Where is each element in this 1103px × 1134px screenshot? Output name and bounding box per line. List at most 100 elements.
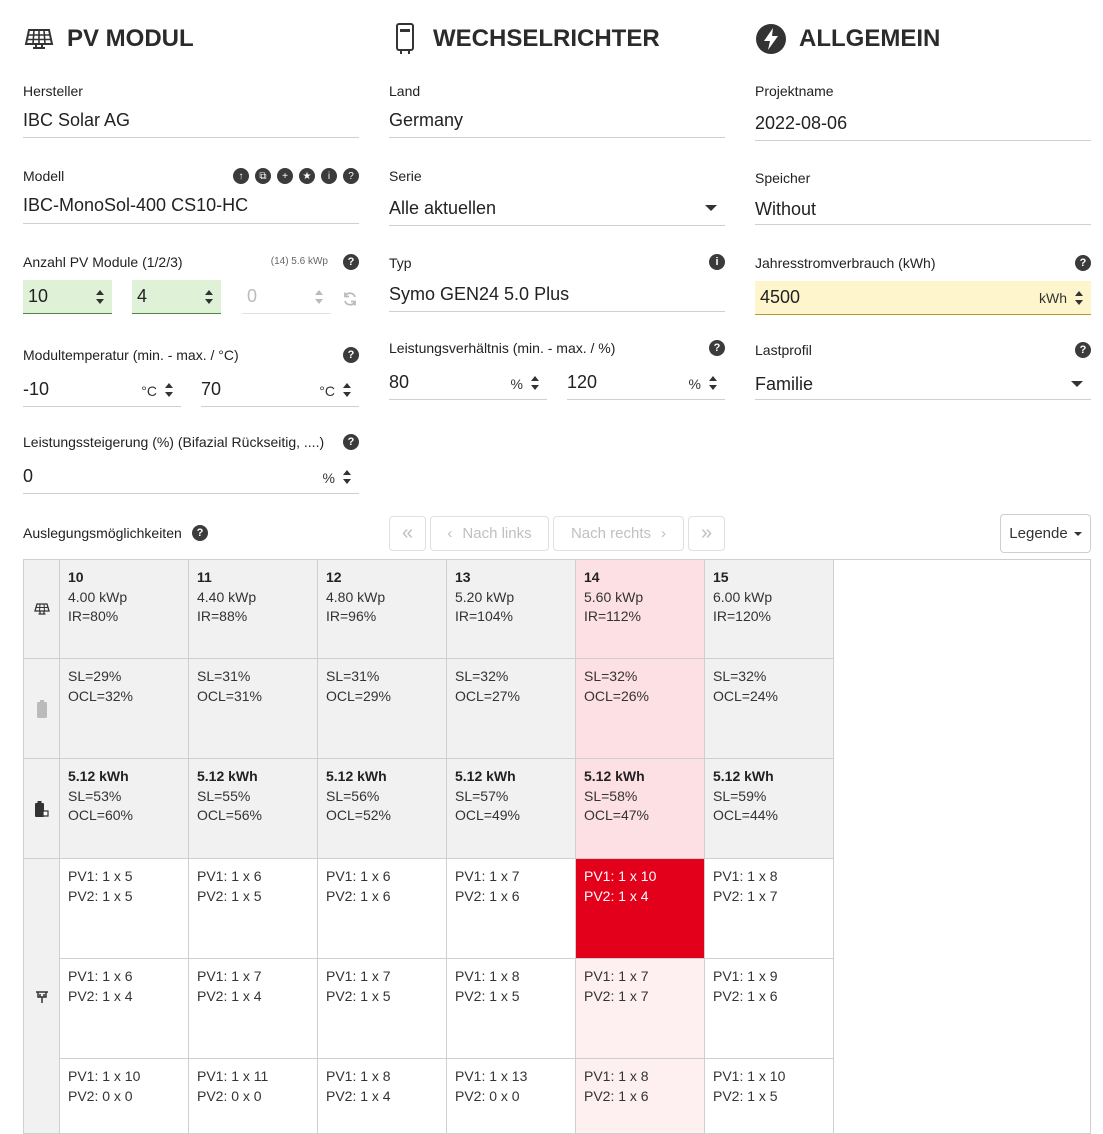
power-cell[interactable]: 12 4.80 kWp IR=96% (318, 560, 447, 659)
copy-icon[interactable]: ⧉ (255, 168, 271, 184)
power-cell[interactable]: 10 4.00 kWp IR=80% (60, 560, 189, 659)
stepper-icon[interactable] (1075, 291, 1083, 305)
modell-field[interactable]: Modell IBC-MonoSol-400 CS10-HC (23, 167, 359, 224)
string-config-cell[interactable]: PV1: 1 x 5 PV2: 1 x 5 (60, 859, 189, 959)
string-config-cell[interactable]: PV1: 1 x 9 PV2: 1 x 6 (705, 959, 834, 1059)
help-icon[interactable]: ? (343, 168, 359, 184)
land-value[interactable]: Germany (389, 110, 464, 130)
help-icon[interactable]: ? (343, 434, 359, 450)
info-icon[interactable]: i (709, 254, 725, 270)
stepper-icon[interactable] (205, 290, 213, 304)
string-config-cell[interactable]: PV1: 1 x 8 PV2: 1 x 5 (447, 959, 576, 1059)
lastprofil-field[interactable]: Lastprofil ? Familie (755, 341, 1091, 400)
self-consumption-cell[interactable]: SL=31% OCL=29% (318, 659, 447, 759)
self-consumption-cell[interactable]: SL=29% OCL=32% (60, 659, 189, 759)
star-icon[interactable]: ★ (299, 168, 315, 184)
verhaeltnis-field: Leistungsverhältnis (min. - max. / %) ? (389, 339, 725, 357)
help-icon[interactable]: ? (343, 347, 359, 363)
speicher-value[interactable]: Without (755, 199, 817, 219)
verbrauch-input[interactable]: 4500 kWh (755, 281, 1091, 315)
string-config-cell[interactable]: PV1: 1 x 13 PV2: 0 x 0 (447, 1059, 576, 1133)
steigerung-input[interactable]: 0 % (23, 460, 359, 494)
storage-cell[interactable]: 5.12 kWh SL=57% OCL=49% (447, 759, 576, 859)
string-config-cell[interactable]: PV1: 1 x 6 PV2: 1 x 6 (318, 859, 447, 959)
lastprofil-value[interactable]: Familie (755, 374, 814, 394)
serie-field[interactable]: Serie Alle aktuellen (389, 167, 725, 226)
verbrauch-field: Jahresstromverbrauch (kWh) ? (755, 254, 1091, 272)
pv-count-3-input[interactable]: 0 (242, 280, 331, 314)
self-consumption-cell[interactable]: SL=32% OCL=24% (705, 659, 834, 759)
self-consumption-cell[interactable]: SL=32% OCL=27% (447, 659, 576, 759)
string-config-cell[interactable]: PV1: 1 x 11 PV2: 0 x 0 (189, 1059, 318, 1133)
help-icon[interactable]: ? (1075, 255, 1091, 271)
power-cell[interactable]: 15 6.00 kWp IR=120% (705, 560, 834, 659)
temp-max-input[interactable]: 70 °C (201, 373, 359, 407)
self-consumption-cell[interactable]: SL=32% OCL=26% (576, 659, 705, 759)
first-page-button[interactable]: « (389, 516, 426, 551)
add-icon[interactable]: + (277, 168, 293, 184)
projekt-value[interactable]: 2022-08-06 (755, 113, 848, 133)
legende-button[interactable]: Legende (1000, 514, 1091, 553)
string-config-cell[interactable]: PV1: 1 x 7 PV2: 1 x 7 (576, 959, 705, 1059)
string-config-cell[interactable]: PV1: 1 x 8 PV2: 1 x 7 (705, 859, 834, 959)
land-field[interactable]: Land Germany (389, 82, 725, 138)
prev-page-button[interactable]: ‹ Nach links (430, 516, 549, 551)
speicher-field[interactable]: Speicher Without (755, 169, 1091, 225)
stepper-icon[interactable] (96, 290, 104, 304)
chevron-down-icon[interactable] (1071, 381, 1083, 387)
verhaeltnis-label: Leistungsverhältnis (min. - max. / %) (389, 340, 616, 356)
typ-label: Typ (389, 255, 412, 271)
typ-field[interactable]: Typ i Symo GEN24 5.0 Plus (389, 254, 725, 312)
help-icon[interactable]: ? (343, 254, 359, 270)
chevron-left-icon: ‹ (447, 525, 453, 542)
hersteller-field[interactable]: Hersteller IBC Solar AG (23, 82, 359, 138)
self-consumption-cell[interactable]: SL=31% OCL=31% (189, 659, 318, 759)
help-icon[interactable]: ? (192, 525, 208, 541)
stepper-icon[interactable] (531, 376, 539, 390)
refresh-icon[interactable] (342, 291, 358, 312)
pv-count-1-input[interactable]: 10 (23, 280, 112, 314)
power-cell[interactable]: 11 4.40 kWp IR=88% (189, 560, 318, 659)
modell-value[interactable]: IBC-MonoSol-400 CS10-HC (23, 195, 249, 215)
storage-cell[interactable]: 5.12 kWh SL=55% OCL=56% (189, 759, 318, 859)
hersteller-value[interactable]: IBC Solar AG (23, 110, 131, 130)
string-config-cell[interactable]: PV1: 1 x 8 PV2: 1 x 6 (576, 1059, 705, 1133)
help-icon[interactable]: ? (1075, 342, 1091, 358)
anzahl-label: Anzahl PV Module (1/2/3) (23, 254, 183, 270)
string-config-cell[interactable]: PV1: 1 x 7 PV2: 1 x 6 (447, 859, 576, 959)
stepper-icon[interactable] (343, 383, 351, 397)
verh-min-input[interactable]: 80 % (389, 366, 547, 400)
power-cell[interactable]: 13 5.20 kWp IR=104% (447, 560, 576, 659)
storage-cell[interactable]: 5.12 kWh SL=53% OCL=60% (60, 759, 189, 859)
help-icon[interactable]: ? (709, 340, 725, 356)
string-config-cell[interactable]: PV1: 1 x 6 PV2: 1 x 5 (189, 859, 318, 959)
string-config-cell[interactable]: PV1: 1 x 7 PV2: 1 x 4 (189, 959, 318, 1059)
next-page-button[interactable]: Nach rechts › (553, 516, 684, 551)
string-config-cell[interactable]: PV1: 1 x 8 PV2: 1 x 4 (318, 1059, 447, 1133)
stepper-icon[interactable] (315, 290, 323, 304)
verh-max-input[interactable]: 120 % (567, 366, 725, 400)
stepper-icon[interactable] (709, 376, 717, 390)
string-config-cell[interactable]: PV1: 1 x 6 PV2: 1 x 4 (60, 959, 189, 1059)
projekt-field[interactable]: Projektname 2022-08-06 (755, 82, 1091, 141)
solar-panel-icon (23, 23, 55, 55)
stepper-icon[interactable] (165, 383, 173, 397)
string-config-cell[interactable]: PV1: 1 x 7 PV2: 1 x 5 (318, 959, 447, 1059)
storage-cell[interactable]: 5.12 kWh SL=59% OCL=44% (705, 759, 834, 859)
typ-value[interactable]: Symo GEN24 5.0 Plus (389, 284, 570, 304)
last-page-button[interactable]: » (688, 516, 725, 551)
string-config-cell[interactable]: PV1: 1 x 10 PV2: 1 x 4 (576, 859, 705, 959)
string-config-cell[interactable]: PV1: 1 x 10 PV2: 1 x 5 (705, 1059, 834, 1133)
stepper-icon[interactable] (343, 470, 351, 484)
storage-cell[interactable]: 5.12 kWh SL=56% OCL=52% (318, 759, 447, 859)
serie-value[interactable]: Alle aktuellen (389, 198, 497, 218)
pv-count-2-input[interactable]: 4 (132, 280, 221, 314)
power-cell[interactable]: 14 5.60 kWp IR=112% (576, 560, 705, 659)
chevron-down-icon[interactable] (705, 205, 717, 211)
steigerung-label: Leistungssteigerung (%) (Bifazial Rückse… (23, 434, 325, 450)
temp-min-input[interactable]: -10 °C (23, 373, 181, 407)
upload-icon[interactable]: ↑ (233, 168, 249, 184)
storage-cell[interactable]: 5.12 kWh SL=58% OCL=47% (576, 759, 705, 859)
info-icon[interactable]: i (321, 168, 337, 184)
string-config-cell[interactable]: PV1: 1 x 10 PV2: 0 x 0 (60, 1059, 189, 1133)
